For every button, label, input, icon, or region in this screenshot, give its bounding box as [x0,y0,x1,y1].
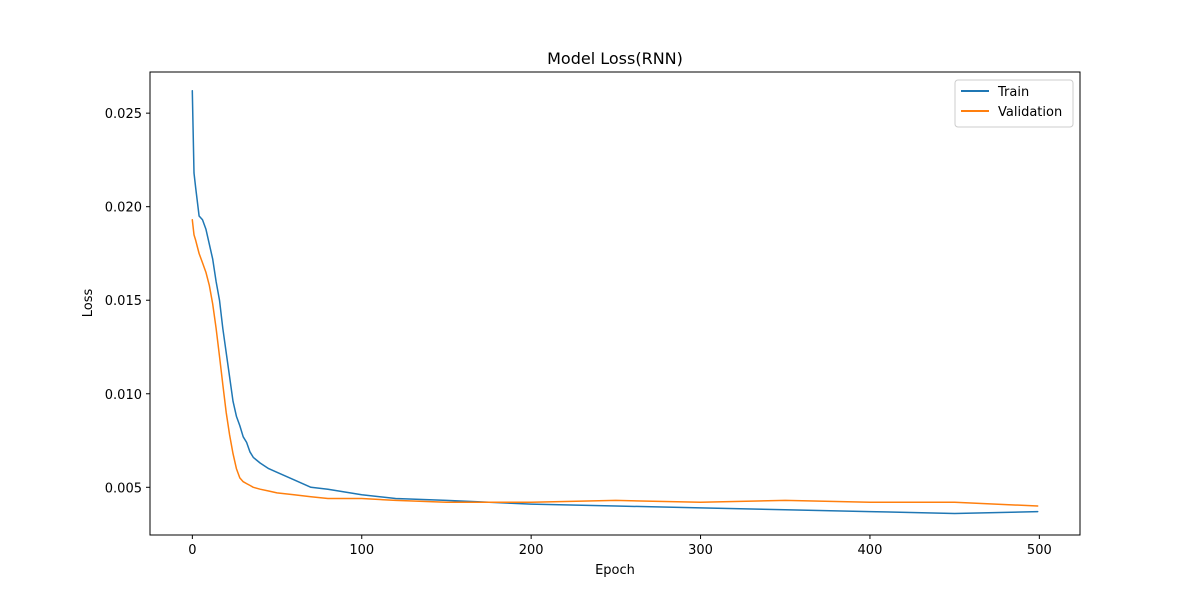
x-tick-label: 500 [1027,543,1052,558]
y-tick-label: 0.015 [105,294,142,309]
x-tick-label: 200 [519,543,544,558]
x-axis-label: Epoch [595,563,635,578]
series-layer [191,89,1039,515]
y-axis-label: Loss [81,289,96,318]
x-tick-label: 0 [188,543,196,558]
series-line-validation [191,219,1039,507]
y-tick-label: 0.005 [105,481,142,496]
legend-label-validation: Validation [998,105,1062,120]
x-tick-label: 100 [349,543,374,558]
y-axis: 0.005 0.010 0.015 0.020 0.025 [105,107,150,496]
y-tick-label: 0.010 [105,388,142,403]
legend-label-train: Train [997,85,1029,100]
legend: Train Validation [954,79,1074,128]
x-tick-label: 400 [858,543,883,558]
plot-frame [149,71,1081,536]
x-tick-label: 300 [688,543,713,558]
y-tick-label: 0.025 [105,107,142,122]
chart-title: Model Loss(RNN) [547,49,683,68]
y-tick-label: 0.020 [105,201,142,216]
x-axis: 0 100 200 300 400 500 [188,535,1052,558]
series-line-train [191,89,1039,515]
